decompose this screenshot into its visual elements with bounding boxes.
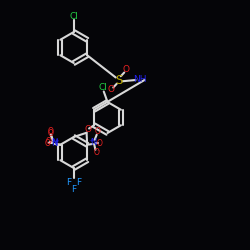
Text: N: N [51, 138, 57, 147]
Text: Cl: Cl [98, 83, 107, 92]
Text: O: O [108, 86, 115, 94]
Text: O: O [46, 137, 51, 146]
Text: ⁻: ⁻ [97, 150, 100, 155]
Text: N: N [51, 139, 57, 148]
Text: O: O [94, 128, 100, 136]
Text: O: O [47, 128, 53, 136]
Text: Cl: Cl [69, 12, 78, 22]
Text: O: O [84, 125, 91, 134]
Text: F: F [71, 185, 76, 194]
Text: O: O [97, 139, 102, 148]
Text: NH: NH [133, 76, 147, 84]
Text: O: O [123, 66, 130, 74]
Text: F: F [76, 178, 81, 187]
Text: O: O [93, 148, 99, 157]
Text: O: O [48, 130, 53, 138]
Text: S: S [115, 74, 122, 86]
Text: +: + [89, 138, 94, 143]
Text: F: F [66, 178, 71, 187]
Text: +: + [54, 138, 59, 143]
Text: O: O [45, 139, 51, 148]
Text: +: + [54, 139, 59, 144]
Text: N: N [90, 138, 97, 147]
